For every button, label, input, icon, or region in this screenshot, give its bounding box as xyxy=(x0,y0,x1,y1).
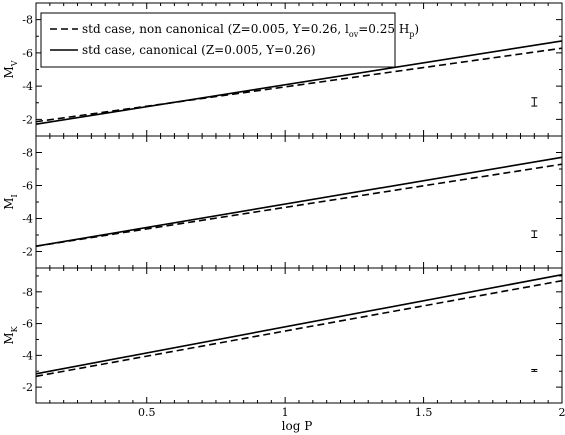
y-axis-title-main: M xyxy=(2,332,16,344)
panel-k: -2 -4 -6 -8 MK xyxy=(2,267,563,404)
error-bar xyxy=(531,230,538,238)
x-tick-label: 2 xyxy=(559,406,565,419)
y-axis-title: MV xyxy=(2,60,19,78)
y-tick-label: -4 xyxy=(22,80,33,93)
legend-text-part-3: ) xyxy=(414,22,419,36)
series-line-solid xyxy=(35,273,563,375)
y-tick-label: -8 xyxy=(22,147,33,160)
y-tick-label: -2 xyxy=(22,381,33,394)
y-axis-title-main: M xyxy=(2,197,16,209)
x-tick-label: 0.5 xyxy=(138,406,156,419)
x-tick-label: 1 xyxy=(282,406,289,419)
series-line-solid xyxy=(35,40,563,125)
panels-layer: -2-4-6-8MV-2-4-6-8MI-2-4-6-8MK xyxy=(2,2,563,404)
legend-entry-non-canonical: std case, non canonical (Z=0.005, Y=0.26… xyxy=(82,22,419,39)
error-bar xyxy=(531,368,538,372)
y-axis-title-main: M xyxy=(2,66,16,78)
legend-entry-canonical: std case, canonical (Z=0.005, Y=0.26) xyxy=(82,43,316,57)
y-tick-label: -8 xyxy=(22,14,33,27)
y-axis-title: MK xyxy=(2,325,19,344)
legend-text-part-2: =0.25 H xyxy=(358,22,409,36)
legend: std case, non canonical (Z=0.005, Y=0.26… xyxy=(40,12,419,68)
y-tick-label: -6 xyxy=(22,47,33,60)
y-axis-title-sub: K xyxy=(10,325,19,332)
series-line-dashed xyxy=(35,279,563,378)
x-axis-title: log P xyxy=(282,419,313,433)
panel-i: -2 -4 -6 -8 MI xyxy=(2,135,563,269)
x-axis: 0.5 1 1.5 2 xyxy=(138,406,565,419)
y-tick-label: -8 xyxy=(22,286,33,299)
legend-box xyxy=(40,12,396,68)
y-tick-label: -2 xyxy=(22,113,33,126)
series-line-solid xyxy=(35,156,563,247)
y-tick-label: -2 xyxy=(22,246,33,259)
legend-sub-ov: ov xyxy=(349,30,359,39)
series-line-dashed xyxy=(35,163,563,247)
legend-sub-p: p xyxy=(409,30,414,39)
panel-frame xyxy=(35,267,563,404)
legend-text-part-1: std case, non canonical (Z=0.005, Y=0.26… xyxy=(82,22,349,36)
x-tick-label: 1.5 xyxy=(415,406,433,419)
y-tick-label: -6 xyxy=(22,318,33,331)
y-axis-title-sub: I xyxy=(10,194,19,197)
y-axis-title-sub: V xyxy=(10,60,19,67)
y-tick-label: -6 xyxy=(22,180,33,193)
y-axis-title: MI xyxy=(2,194,19,209)
y-tick-label: -4 xyxy=(22,213,33,226)
y-tick-label: -4 xyxy=(22,349,33,362)
error-bar xyxy=(531,97,538,107)
series-line-dashed xyxy=(35,47,563,123)
